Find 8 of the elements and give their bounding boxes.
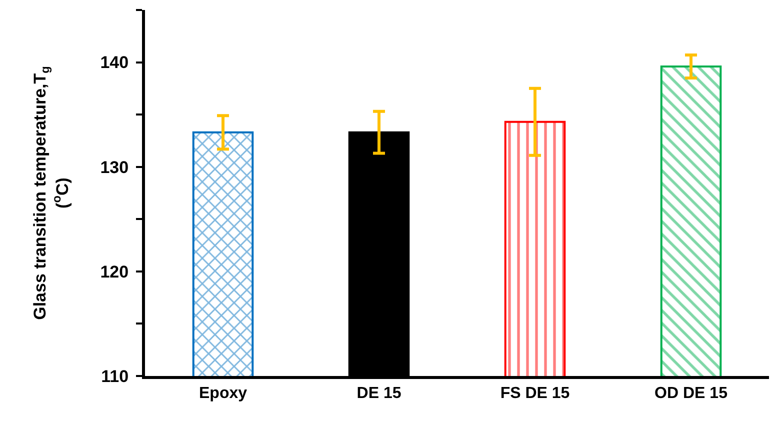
y-tick-label: 120 bbox=[100, 262, 129, 282]
x-tick-label: OD DE 15 bbox=[654, 385, 728, 402]
y-tick-label: 130 bbox=[100, 158, 129, 177]
y-tick-label: 140 bbox=[100, 53, 129, 72]
x-tick-label: FS DE 15 bbox=[500, 385, 570, 402]
x-tick-label: Epoxy bbox=[198, 385, 248, 402]
y-tick-label: 110 bbox=[101, 366, 129, 386]
x-tick-label: DE 15 bbox=[356, 385, 402, 402]
